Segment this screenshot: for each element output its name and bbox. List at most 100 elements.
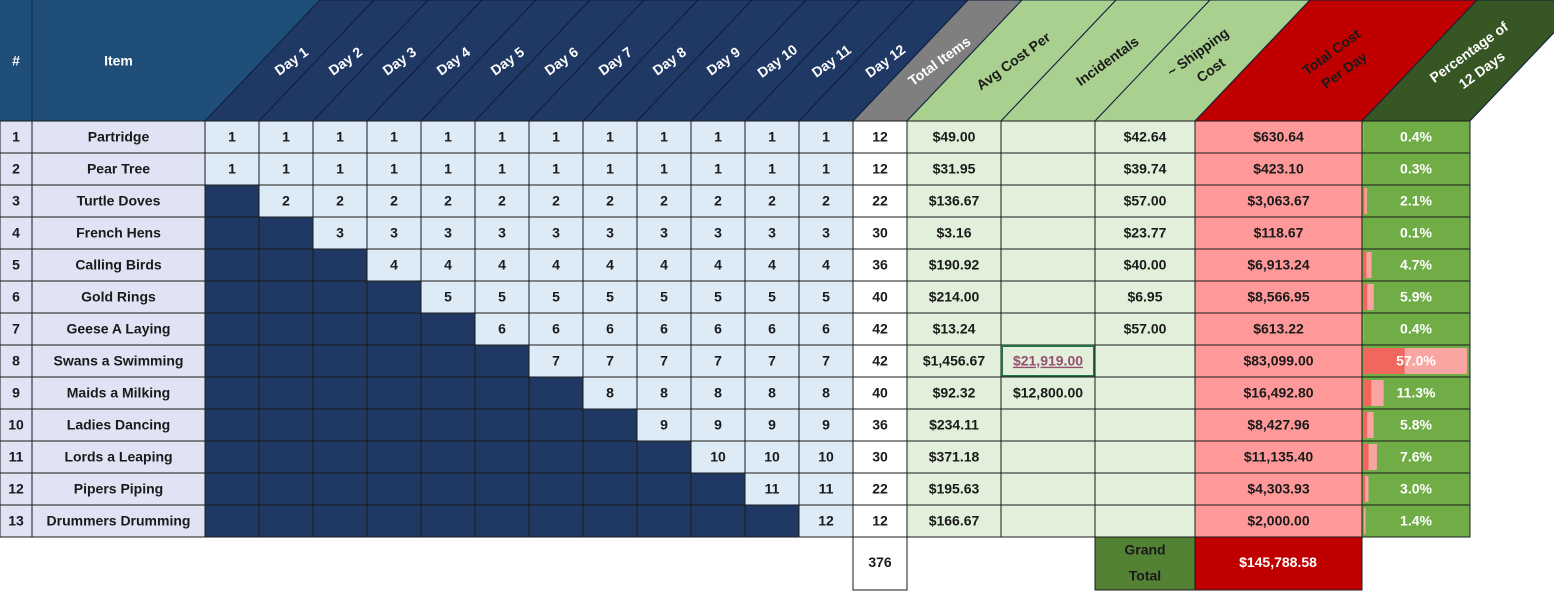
day-count: 3 (822, 225, 830, 241)
cell (582, 280, 638, 314)
cell (1000, 216, 1096, 250)
cell (906, 504, 1002, 538)
cell (1094, 376, 1196, 410)
day-count: 11 (765, 481, 780, 497)
cell (258, 184, 314, 218)
cell (798, 408, 854, 442)
day-count: 1 (660, 129, 668, 145)
day-count: 1 (498, 129, 506, 145)
grand-total-cell (1194, 536, 1363, 591)
cell (420, 344, 476, 378)
cell (420, 152, 476, 186)
cell (420, 504, 476, 538)
cell (474, 376, 530, 410)
percentage: 4.7% (1400, 257, 1432, 273)
cell (744, 376, 800, 410)
day-count: 1 (552, 129, 560, 145)
cell (1000, 376, 1096, 410)
cell (31, 344, 206, 378)
cell (906, 248, 1002, 282)
cell (312, 312, 368, 346)
item-name: Turtle Doves (77, 193, 161, 209)
cell (31, 184, 206, 218)
cell (1000, 248, 1096, 282)
cell (420, 312, 476, 346)
row-number: 11 (9, 449, 24, 465)
cell (1194, 120, 1363, 154)
day-count: 3 (444, 225, 452, 241)
cell (204, 248, 260, 282)
day-count: 1 (282, 161, 290, 177)
cell (906, 120, 1002, 154)
cell (1000, 312, 1096, 346)
day-count: 1 (282, 129, 290, 145)
cell (366, 120, 422, 154)
percentage: 57.0% (1396, 353, 1436, 369)
day-count: 3 (390, 225, 398, 241)
cell (420, 472, 476, 506)
cell (0, 504, 33, 538)
cell (1094, 184, 1196, 218)
day-count: 5 (552, 289, 560, 305)
item-name: Geese A Laying (66, 321, 170, 337)
cell (582, 216, 638, 250)
cell (474, 216, 530, 250)
cell (312, 120, 368, 154)
row-number: 12 (8, 481, 24, 497)
item-name: French Hens (76, 225, 161, 241)
percentage: 5.8% (1400, 417, 1432, 433)
day-count: 5 (768, 289, 776, 305)
cell (1000, 440, 1096, 474)
day-count: 4 (714, 257, 722, 273)
cell (906, 376, 1002, 410)
cell (852, 536, 908, 591)
cell (798, 280, 854, 314)
percentage: 0.4% (1400, 321, 1432, 337)
cell (1094, 216, 1196, 250)
day-count: 4 (444, 257, 452, 273)
cell (636, 184, 692, 218)
cell (474, 408, 530, 442)
cell (636, 280, 692, 314)
cell (690, 248, 746, 282)
row-number: 1 (12, 129, 20, 145)
cell (204, 472, 260, 506)
day-count: 2 (768, 193, 776, 209)
cell (744, 216, 800, 250)
cell (582, 472, 638, 506)
shipping: $39.74 (1124, 161, 1167, 177)
avg-cost: $13.24 (933, 321, 976, 337)
percentage: 7.6% (1400, 449, 1432, 465)
cell (1361, 440, 1471, 474)
cell (1194, 184, 1363, 218)
percentage: 1.4% (1400, 513, 1432, 529)
item-name: Partridge (88, 129, 150, 145)
data-bar-fade (1367, 284, 1374, 310)
day-count: 6 (660, 321, 668, 337)
cell (474, 152, 530, 186)
day-count: 7 (552, 353, 560, 369)
cell (744, 312, 800, 346)
day-count: 9 (768, 417, 776, 433)
cell (1000, 280, 1096, 314)
cell (312, 152, 368, 186)
cell (528, 216, 584, 250)
day-count: 2 (606, 193, 614, 209)
day-count: 1 (390, 161, 398, 177)
cell (366, 280, 422, 314)
cell (1094, 440, 1196, 474)
day-count: 2 (498, 193, 506, 209)
day-count: 8 (822, 385, 830, 401)
cell (366, 408, 422, 442)
item-name: Swans a Swimming (54, 353, 184, 369)
cell (31, 312, 206, 346)
item-name: Pear Tree (87, 161, 150, 177)
cell (636, 376, 692, 410)
percentage: 0.4% (1400, 129, 1432, 145)
day-count: 1 (552, 161, 560, 177)
cell (312, 408, 368, 442)
total-items: 40 (872, 385, 888, 401)
day-count: 4 (498, 257, 506, 273)
day-count: 10 (764, 449, 780, 465)
